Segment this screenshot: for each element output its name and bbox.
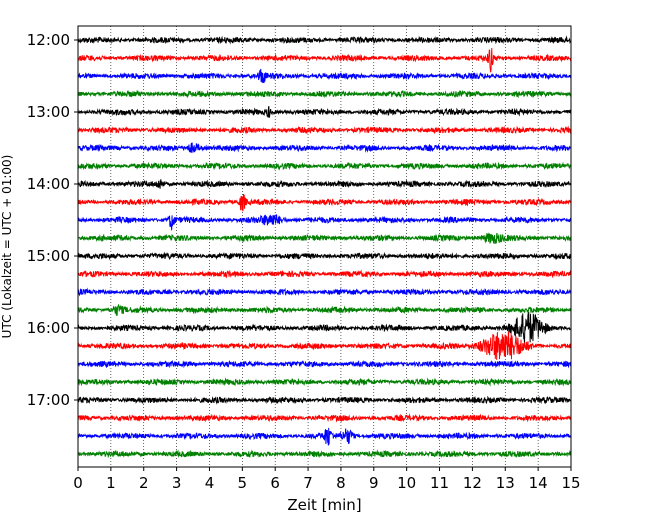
trace-row [77,311,572,344]
x-tick-label: 13 [496,474,515,492]
x-tick-label: 10 [397,474,416,492]
trace-row [77,413,572,423]
trace-row [77,142,572,154]
x-tick-label: 12 [463,474,482,492]
x-axis-ticks: 0 1 2 3 4 5 6 7 8 9 10 11 12 13 14 15 [73,467,581,492]
trace-row [77,161,572,171]
trace-row [77,106,572,118]
trace-row [77,232,572,245]
x-tick-label: 7 [303,474,313,492]
trace-row [77,395,572,405]
x-tick-label: 8 [336,474,346,492]
x-tick-label: 11 [430,474,449,492]
trace-row [77,303,572,316]
y-tick-label: 15:00 [27,247,70,265]
trace-row [77,359,572,369]
y-tick-label: 12:00 [27,31,70,49]
x-tick-label: 0 [73,474,83,492]
y-tick-label: 14:00 [27,175,70,193]
x-tick-label: 3 [172,474,182,492]
y-axis-ticks: 12:00 13:00 14:00 15:00 16:00 17:00 [27,31,78,409]
trace-row [77,449,572,459]
y-tick-label: 16:00 [27,319,70,337]
trace-row [77,125,572,135]
trace-row [77,427,572,446]
x-tick-label: 5 [238,474,248,492]
x-tick-label: 1 [106,474,116,492]
x-tick-label: 15 [561,474,580,492]
y-tick-label: 17:00 [27,391,70,409]
trace-row [77,35,572,45]
trace-row [77,377,572,387]
trace-row [77,287,572,297]
x-tick-label: 4 [205,474,215,492]
trace-row [77,330,572,360]
trace-row [77,193,572,212]
trace-row [77,89,572,99]
trace-row [77,48,572,73]
y-axis-label: UTC (Lokalzeit = UTC + 01:00) [0,155,14,339]
x-tick-label: 9 [369,474,379,492]
plot-frame [77,25,572,468]
x-tick-label: 2 [139,474,149,492]
seismic-traces [77,35,572,459]
y-tick-label: 13:00 [27,103,70,121]
trace-row [77,179,572,189]
trace-row [77,68,572,84]
x-tick-label: 6 [270,474,280,492]
trace-row [77,213,572,231]
trace-row [77,251,572,261]
x-tick-label: 14 [529,474,548,492]
trace-row [77,269,572,279]
x-axis-label: Zeit [min] [287,496,361,514]
